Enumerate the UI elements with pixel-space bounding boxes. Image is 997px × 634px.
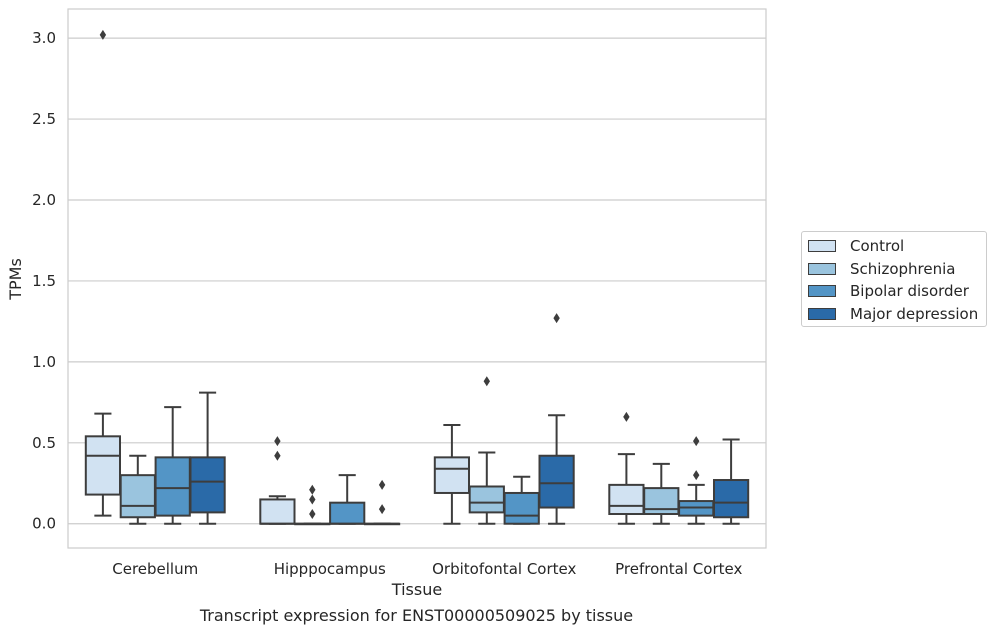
box-iqr [538, 454, 575, 509]
legend-item: Bipolar disorder [808, 280, 986, 303]
box-3-3 [712, 438, 750, 525]
box-0-0 [84, 29, 122, 517]
box-2-3 [678, 436, 715, 525]
outlier-point [693, 470, 700, 481]
plot-frame [67, 8, 767, 549]
x-tick-label: Prefrontal Cortex [615, 560, 742, 578]
legend-item: Major depression [808, 303, 986, 326]
box-iqr [608, 483, 645, 516]
outlier-point [99, 29, 107, 40]
box-3-0 [189, 391, 226, 525]
box-1-0 [119, 454, 156, 525]
box-iqr [503, 491, 540, 525]
outlier-point [553, 313, 560, 324]
legend-item: Control [808, 235, 986, 258]
box-3-2 [538, 313, 575, 525]
box-iqr [154, 456, 191, 517]
outlier-point [274, 450, 281, 461]
y-tick-label: 3.0 [32, 29, 56, 47]
legend-label: Schizophrenia [850, 259, 956, 278]
y-tick-label: 1.5 [32, 272, 56, 290]
box-iqr [468, 485, 505, 514]
outlier-point [274, 436, 281, 447]
box-0-3 [608, 411, 645, 525]
box-2-0 [154, 406, 191, 525]
legend-item: Schizophrenia [808, 258, 986, 281]
outlier-point [378, 479, 386, 490]
box-3-1 [363, 479, 401, 526]
box-iqr [84, 435, 122, 496]
legend-label: Bipolar disorder [850, 282, 969, 301]
outlier-point [623, 411, 630, 422]
box-1-2 [468, 376, 505, 525]
chart-legend: Control Schizophrenia Bipolar disorder Majo… [801, 231, 987, 327]
box-2-1 [329, 474, 366, 525]
outlier-point [309, 509, 316, 520]
box-iqr [433, 456, 471, 494]
legend-swatch [808, 240, 836, 253]
outlier-point [693, 436, 700, 447]
box-plot-series [84, 29, 750, 526]
x-tick-label: Orbitofontal Cortex [432, 560, 576, 578]
box-iqr [119, 474, 156, 519]
legend-swatch [808, 307, 836, 320]
y-tick-label: 2.5 [32, 110, 56, 128]
outlier-point [378, 504, 386, 515]
legend-swatch [808, 285, 836, 298]
x-tick-label: Hipppocampus [274, 560, 386, 578]
box-1-1 [294, 484, 331, 526]
legend-label: Control [850, 237, 905, 256]
outlier-point [309, 484, 316, 495]
y-tick-label: 1.0 [32, 353, 56, 371]
legend-swatch [808, 262, 836, 275]
box-2-2 [503, 475, 540, 525]
y-tick-label: 0.5 [32, 434, 56, 452]
gridlines [68, 37, 766, 525]
box-iqr [189, 456, 226, 514]
outlier-point [483, 376, 490, 387]
box-1-3 [643, 462, 680, 525]
box-iqr [712, 479, 750, 519]
box-0-2 [433, 423, 471, 525]
box-iqr [259, 498, 296, 525]
chart-caption: Transcript expression for ENST0000050902… [199, 606, 634, 625]
x-tick-labels: Cerebellum Hipppocampus Orbitofontal Corte… [112, 560, 742, 578]
y-tick-labels: 0.0 0.5 1.0 1.5 2.0 2.5 3.0 [32, 29, 56, 533]
legend-label: Major depression [850, 304, 979, 323]
y-tick-label: 2.0 [32, 191, 56, 209]
x-axis-label: Tissue [391, 580, 442, 599]
y-axis-label: TPMs [6, 258, 25, 301]
box-0-1 [259, 436, 296, 525]
x-tick-label: Cerebellum [112, 560, 198, 578]
y-tick-label: 0.0 [32, 515, 56, 533]
box-iqr [329, 501, 366, 525]
outlier-point [309, 494, 316, 505]
